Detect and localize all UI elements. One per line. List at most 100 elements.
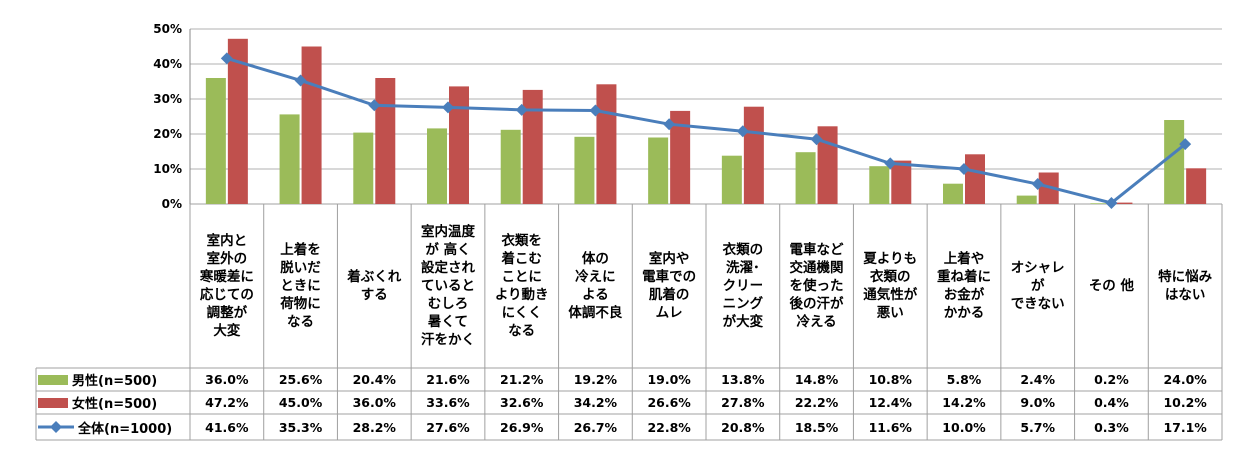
data-label: 27.6%	[426, 419, 470, 435]
data-label: 10.8%	[868, 372, 912, 387]
data-label: 10.2%	[1163, 395, 1207, 410]
y-tick-label: 10%	[153, 162, 182, 176]
data-label: 21.6%	[426, 372, 470, 387]
data-label: 28.2%	[352, 419, 396, 435]
bar-female	[375, 78, 396, 204]
data-label: 13.8%	[721, 372, 765, 387]
data-label: 36.0%	[205, 372, 249, 387]
data-label: 26.9%	[500, 419, 544, 435]
bar-male	[353, 132, 374, 204]
data-label: 24.0%	[1163, 372, 1207, 387]
bar-female	[301, 46, 322, 204]
bar-female	[522, 89, 543, 204]
bar-male	[205, 78, 226, 204]
data-label: 14.2%	[942, 395, 986, 410]
marker-total	[220, 52, 233, 65]
y-tick-label: 50%	[153, 22, 182, 36]
data-label: 12.4%	[868, 395, 912, 410]
category-label: 上着や 重ね着に お金が かかる	[936, 251, 991, 321]
data-label: 25.6%	[278, 372, 323, 387]
bar-female	[743, 106, 764, 204]
data-label: 9.0%	[1020, 395, 1056, 410]
data-label: 17.1%	[1163, 419, 1207, 435]
marker-total	[515, 103, 528, 116]
data-label: 27.8%	[721, 395, 765, 410]
data-label: 41.6%	[205, 419, 249, 435]
legend-swatch	[38, 397, 68, 408]
bar-female	[1112, 202, 1133, 204]
legend-female: 女性(n=500)	[38, 391, 157, 414]
data-label: 26.6%	[647, 395, 691, 410]
bar-male	[500, 129, 521, 204]
legend-label: 女性(n=500)	[72, 397, 158, 412]
data-label: 20.4%	[352, 372, 396, 387]
line-total	[226, 56, 1187, 205]
marker-total	[736, 125, 749, 138]
data-label: 19.2%	[573, 372, 618, 387]
data-label: 0.4%	[1094, 395, 1129, 410]
marker-total	[958, 163, 970, 175]
bar-male	[721, 155, 742, 204]
legend-male: 男性(n=500)	[38, 368, 157, 391]
bar-female	[1186, 168, 1207, 204]
bar-male	[1090, 203, 1111, 204]
data-label: 36.0%	[352, 395, 396, 410]
data-label: 26.7%	[573, 419, 618, 435]
marker-total	[1179, 138, 1192, 151]
data-label: 47.2%	[205, 395, 249, 410]
y-tick-label: 40%	[153, 57, 182, 71]
data-label: 2.4%	[1020, 372, 1056, 387]
bar-male	[1016, 195, 1037, 204]
data-label: 0.3%	[1094, 419, 1129, 435]
data-label: 18.5%	[794, 419, 839, 435]
marker-total	[442, 101, 454, 114]
bar-female	[891, 160, 912, 204]
data-label: 32.6%	[500, 395, 544, 410]
data-label: 0.2%	[1094, 372, 1129, 387]
legend-total: 全体(n=1000)	[38, 414, 172, 440]
data-label: 5.8%	[946, 372, 982, 387]
marker-total	[810, 133, 823, 146]
marker-total	[663, 118, 676, 131]
marker-total	[1105, 196, 1118, 209]
category-label: その 他	[1088, 278, 1135, 294]
bar-male	[943, 183, 963, 204]
bar-female	[227, 38, 248, 204]
marker-total	[589, 104, 602, 117]
bar-male	[648, 137, 669, 204]
category-label: 体の 冷えに よる 体調不良	[568, 251, 623, 321]
category-label: 着ぶくれ する	[347, 269, 402, 303]
category-label: 室内温度 が 高く 設定され ていると むしろ 暑くて 汗をかく	[420, 224, 475, 348]
category-label: 夏よりも 衣類の 通気性が 悪い	[863, 251, 918, 321]
y-tick-label: 20%	[153, 127, 182, 141]
category-label: オシャレ が できない	[1010, 260, 1065, 312]
data-label: 20.8%	[721, 419, 765, 435]
category-label: 特に悩み はない	[1158, 269, 1213, 303]
bar-male	[869, 166, 890, 204]
category-label: 衣類を 着こむ ことに より動き にくく なる	[494, 233, 549, 339]
marker-total	[1031, 178, 1044, 191]
data-label: 45.0%	[278, 395, 323, 410]
bar-male	[427, 128, 447, 204]
data-label: 34.2%	[573, 395, 618, 410]
data-label: 19.0%	[647, 372, 691, 387]
y-tick-label: 0%	[162, 197, 182, 211]
data-label: 21.2%	[500, 372, 544, 387]
data-label: 14.8%	[794, 372, 839, 387]
marker-total	[368, 99, 381, 112]
category-label: 電車など 交通機関 を使った 後の汗が 冷える	[789, 242, 844, 330]
legend-swatch	[38, 374, 68, 385]
data-label: 35.3%	[278, 419, 323, 435]
category-label: 上着を 脱いだ ときに 荷物に なる	[280, 242, 321, 330]
data-label: 22.2%	[794, 395, 839, 410]
bar-female	[670, 110, 691, 204]
bar-female	[596, 84, 617, 204]
data-label: 10.0%	[942, 419, 986, 435]
bar-female	[965, 154, 985, 204]
bar-male	[279, 114, 300, 204]
bar-male	[795, 152, 816, 204]
data-label: 33.6%	[426, 395, 470, 410]
category-label: 衣類の 洗濯･ クリー ニング が大変	[722, 242, 764, 330]
marker-total	[294, 74, 307, 87]
